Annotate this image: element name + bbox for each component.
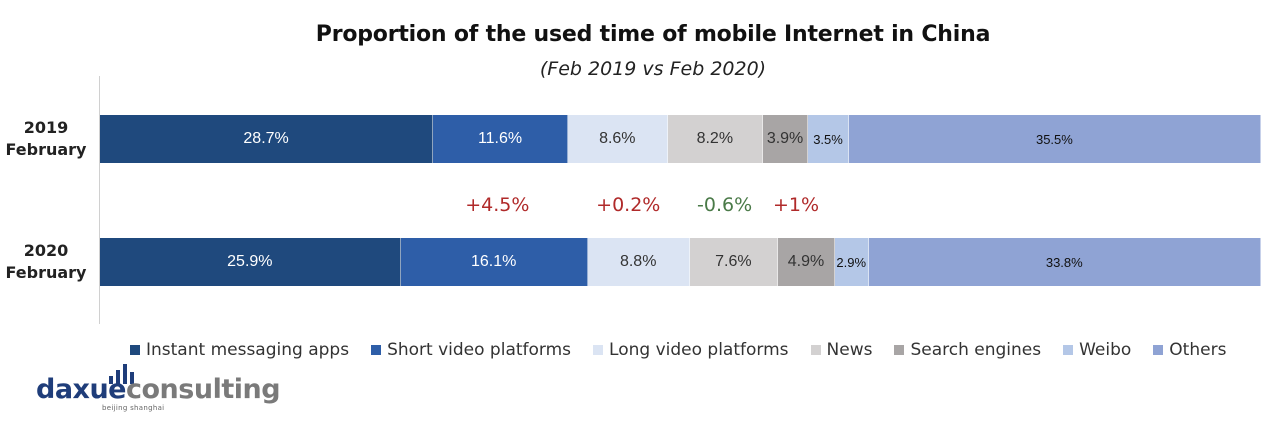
bar-segment-news: 8.2%: [667, 115, 763, 163]
row-label-month: February: [5, 263, 87, 282]
change-annotation: +0.2%: [596, 194, 661, 216]
bar-segment-weibo: 2.9%: [834, 238, 869, 286]
data-label: 8.8%: [619, 253, 657, 270]
bar-segment-long-video-platforms: 8.8%: [587, 238, 690, 286]
daxue-consulting-logo: daxueconsulting beijing shanghai: [36, 364, 281, 414]
logo-part2: consulting: [126, 374, 281, 405]
data-label: 16.1%: [470, 253, 517, 270]
legend-label: Instant messaging apps: [146, 340, 350, 360]
row-label-year: 2020: [23, 241, 69, 260]
change-annotation: +1%: [772, 194, 820, 216]
row-label-year: 2019: [23, 118, 69, 137]
legend-label: Weibo: [1079, 340, 1132, 360]
data-label: 28.7%: [243, 130, 289, 147]
legend-item: Search engines: [894, 340, 1041, 360]
bar-segment-instant-messaging-apps: 28.7%: [100, 115, 434, 163]
bar-row-2019: 28.7% 11.6% 8.6% 8.2% 3.9% 3.5% 35.5%: [100, 115, 1261, 163]
data-label: 33.8%: [1045, 254, 1083, 270]
legend-item: News: [810, 340, 873, 360]
legend-label: Search engines: [910, 340, 1042, 360]
legend-swatch: [593, 345, 604, 355]
legend-swatch: [1063, 345, 1074, 355]
legend-swatch: [1153, 345, 1164, 355]
logo-subtitle: beijing shanghai: [102, 404, 165, 412]
bar-segment-instant-messaging-apps: 25.9%: [100, 238, 401, 286]
chart-subtitle: (Feb 2019 vs Feb 2020): [539, 58, 767, 80]
legend-item: Long video platforms: [593, 340, 789, 360]
logo-bars-icon: [109, 364, 134, 384]
bar-segment-search-engines: 4.9%: [778, 238, 835, 286]
legend-swatch: [130, 345, 140, 355]
row-label-2019: 2019 February: [0, 117, 92, 161]
change-annotation: -0.6%: [697, 194, 753, 216]
legend-swatch: [371, 345, 382, 355]
legend-label: Long video platforms: [609, 340, 789, 360]
legend-item: Weibo: [1063, 340, 1131, 360]
bar-segment-short-video-platforms: 16.1%: [400, 238, 588, 286]
data-label: 2.9%: [836, 254, 867, 270]
bar-segment-short-video-platforms: 11.6%: [433, 115, 568, 163]
category-axis-line: [99, 76, 100, 324]
logo-wordmark: daxueconsulting: [36, 374, 281, 405]
data-label: 11.6%: [477, 130, 523, 147]
bar-segment-long-video-platforms: 8.6%: [567, 115, 668, 163]
legend-swatch: [894, 345, 905, 355]
legend-item: Instant messaging apps: [130, 340, 349, 360]
legend-label: Others: [1169, 340, 1227, 360]
legend-swatch: [810, 345, 821, 355]
data-label: 25.9%: [227, 253, 273, 270]
data-label: 8.2%: [696, 130, 734, 147]
bar-segment-search-engines: 3.9%: [762, 115, 809, 163]
legend-item: Others: [1153, 340, 1226, 360]
data-label: 35.5%: [1035, 131, 1073, 147]
change-annotation: +4.5%: [465, 194, 530, 216]
chart-legend: Instant messaging apps Short video platfo…: [130, 340, 1226, 360]
data-label: 8.6%: [599, 130, 636, 147]
bar-segment-news: 7.6%: [689, 238, 779, 286]
data-label: 4.9%: [787, 253, 825, 270]
data-label: 3.5%: [813, 131, 843, 147]
bar-segment-others: 35.5%: [848, 115, 1261, 163]
bar-segment-others: 33.8%: [868, 238, 1261, 286]
chart-title: Proportion of the used time of mobile In…: [315, 22, 991, 47]
legend-label: News: [826, 340, 873, 360]
data-label: 7.6%: [715, 253, 752, 270]
row-label-month: February: [5, 140, 87, 159]
data-label: 3.9%: [766, 130, 804, 147]
logo-part1: daxue: [36, 374, 127, 405]
legend-item: Short video platforms: [371, 340, 571, 360]
bar-row-2020: 25.9% 16.1% 8.8% 7.6% 4.9% 2.9% 33.8%: [100, 238, 1261, 286]
row-label-2020: 2020 February: [0, 240, 92, 284]
legend-label: Short video platforms: [387, 340, 572, 360]
bar-segment-weibo: 3.5%: [808, 115, 849, 163]
